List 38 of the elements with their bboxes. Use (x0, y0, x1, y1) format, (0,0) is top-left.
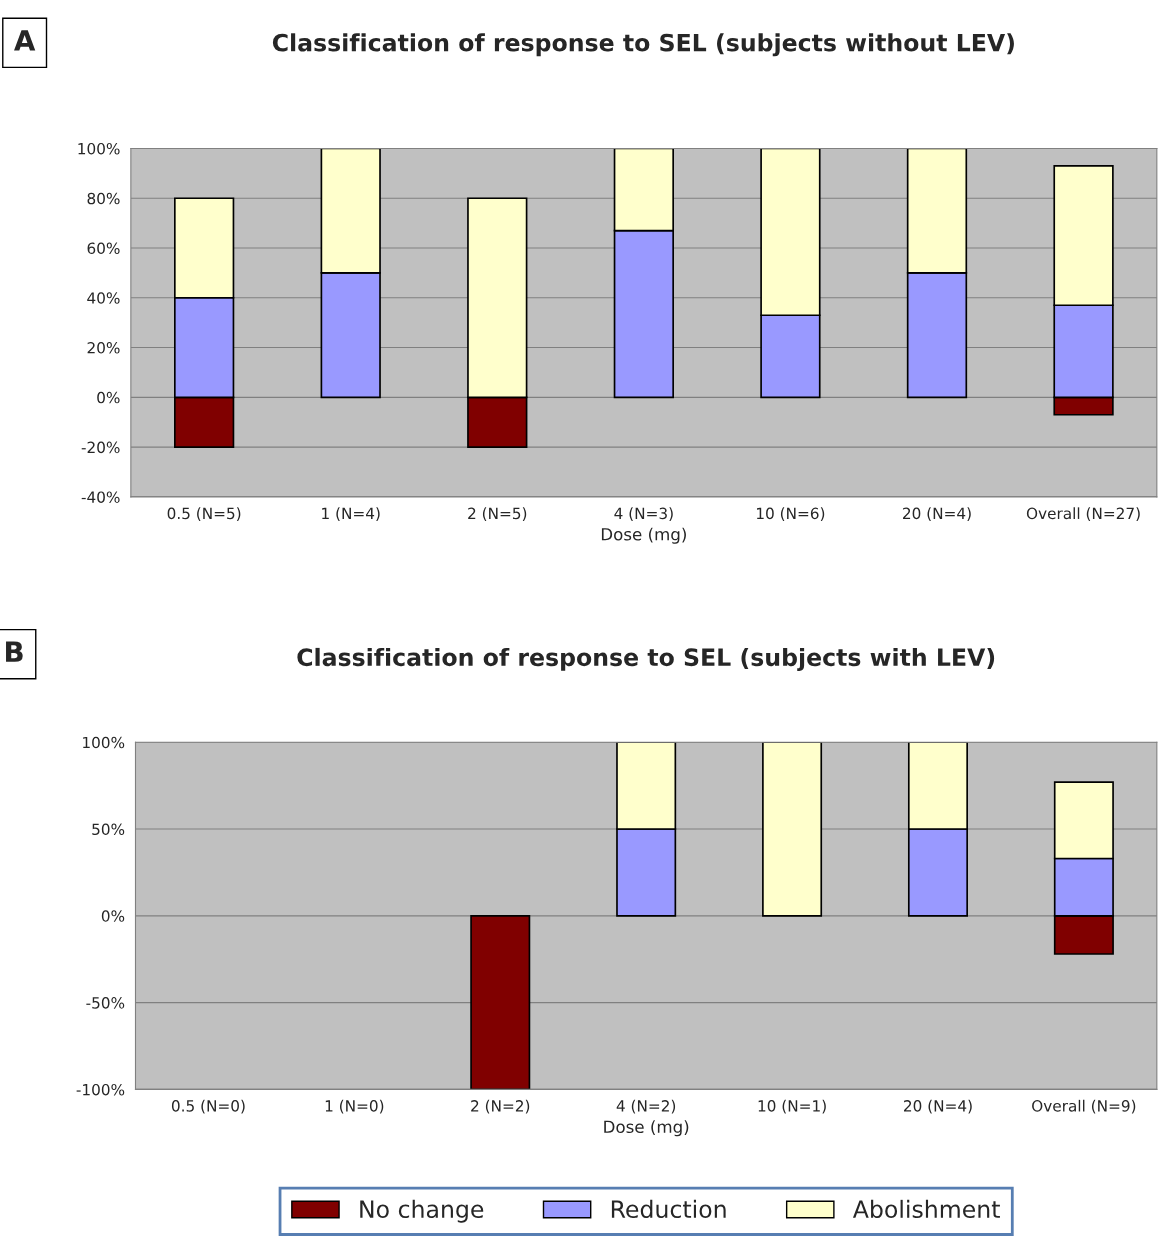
x-axis-title: Dose (mg) (601, 527, 686, 544)
chart-title: Classification of response to SEL (subjects with LEV) (297, 647, 995, 671)
x-tick-label: 1 (N=0) (325, 1099, 384, 1114)
text: A (14, 30, 36, 51)
y-tick-label: 100% (78, 142, 120, 155)
y-tick-label: 0% (101, 910, 125, 922)
chart-title: Classification of response to SEL (subjects without LEV) (272, 33, 1014, 57)
x-tick-label: 2 (N=2) (471, 1099, 530, 1114)
y-tick-label: 40% (87, 292, 120, 304)
x-tick-label: Overall (N=9) (1032, 1099, 1136, 1114)
x-tick-label: 20 (N=4) (903, 507, 971, 521)
y-tick-label: 60% (87, 242, 120, 255)
x-tick-label: 0.5 (N=0) (171, 1099, 245, 1114)
y-tick-label: 100% (83, 736, 125, 749)
text: B (6, 641, 23, 662)
x-tick-label: 20 (N=4) (904, 1099, 972, 1114)
y-tick-label: -40% (81, 491, 120, 503)
y-tick-label: 0% (97, 391, 120, 404)
bar (762, 742, 823, 917)
y-tick-label: 20% (87, 342, 120, 354)
bar (470, 914, 531, 1090)
x-axis-title: Dose (mg) (604, 1120, 689, 1137)
y-tick-label: 80% (87, 192, 120, 205)
x-tick-label: Overall (N=27) (1026, 507, 1140, 521)
legend-label: Abolishment (852, 1199, 1000, 1219)
x-tick-label: 1 (N=4) (322, 507, 380, 521)
y-tick-label: 50% (92, 823, 125, 836)
x-tick-label: 4 (N=3) (614, 507, 673, 521)
y-tick-label: -50% (86, 997, 125, 1009)
x-tick-label: 10 (N=1) (758, 1099, 826, 1114)
legend-label: No change (360, 1199, 484, 1223)
x-tick-label: 10 (N=6) (757, 507, 825, 521)
x-tick-label: 0.5 (N=5) (167, 507, 241, 521)
x-tick-label: 2 (N=5) (468, 507, 527, 521)
y-tick-label: -20% (81, 441, 120, 454)
y-tick-label: -100% (76, 1083, 125, 1096)
x-tick-label: 4 (N=2) (616, 1099, 676, 1114)
legend-label: Reduction (611, 1199, 726, 1219)
